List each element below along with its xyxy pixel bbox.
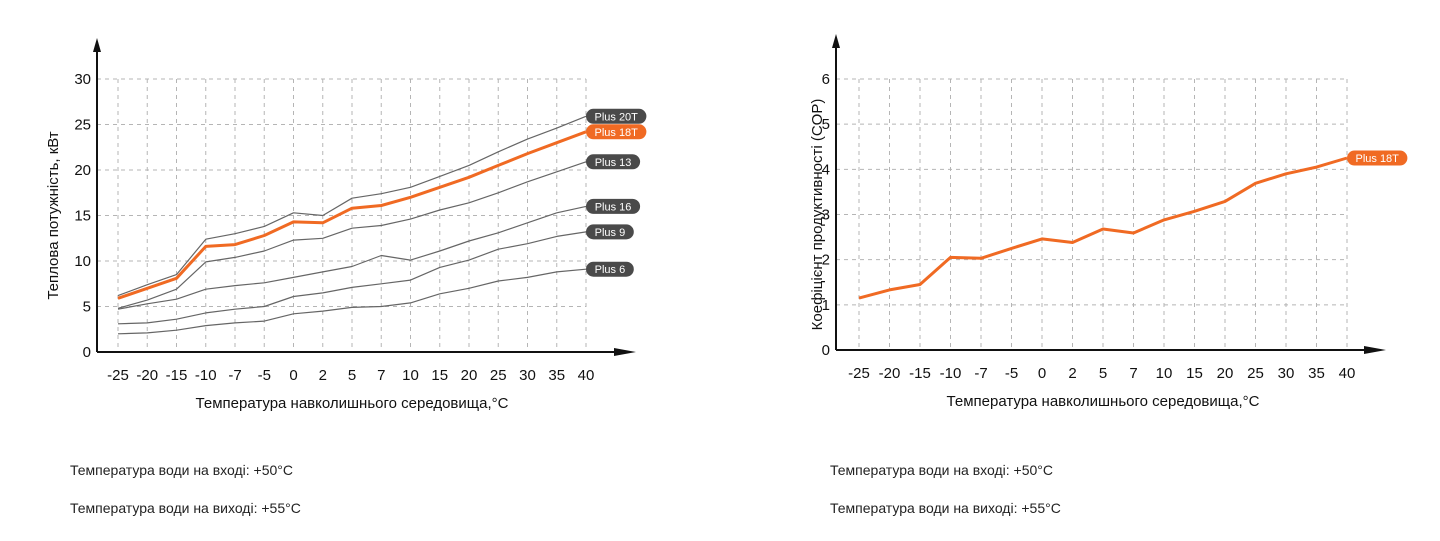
y-tick-label: 2 xyxy=(822,252,830,269)
series-label-bg-plus-6 xyxy=(586,261,634,277)
y-tick-label: 6 xyxy=(822,71,830,88)
y-axis-title: Коефіцієнт продуктивності (COP) xyxy=(809,99,826,331)
x-tick-label: 30 xyxy=(519,367,536,384)
x-tick-label: 10 xyxy=(402,367,419,384)
x-tick-label: -10 xyxy=(195,367,217,384)
cop-chart: 0 1 2 3 4 5 6 -25 -20 -15 -10 -7 -5 0 2 5 7 10 15 20 25 30 35 4… xyxy=(720,0,1440,435)
x-tick-label: -15 xyxy=(909,365,931,382)
x-tick-label: 40 xyxy=(1339,365,1356,382)
series-line-plus-13 xyxy=(117,161,587,309)
x-tick-label: -20 xyxy=(879,365,901,382)
y-axis-title: Теплова потужність, кВт xyxy=(45,131,62,299)
x-tick-label: 5 xyxy=(348,367,356,384)
x-tick-label: 25 xyxy=(1247,365,1264,382)
y-tick-label: 1 xyxy=(822,297,830,314)
x-tick-label: -25 xyxy=(107,367,129,384)
y-tick-label: 25 xyxy=(74,117,91,134)
x-tick-label: 15 xyxy=(431,367,448,384)
x-tick-label: 35 xyxy=(548,367,565,384)
series-line-plus-6 xyxy=(117,268,587,335)
series-line-plus-16 xyxy=(117,205,587,310)
outlet-water-temp-note-right: Температура води на виході: +55°С xyxy=(830,500,1061,516)
x-tick-label: 5 xyxy=(1099,365,1107,382)
series-label-plus-9: Plus 9 xyxy=(595,227,626,239)
series-label-bg-plus-18t xyxy=(586,124,647,140)
y-tick-label: 10 xyxy=(74,253,91,270)
x-axis-arrow xyxy=(614,348,636,356)
series-line-plus-9 xyxy=(117,231,587,325)
x-axis-arrow xyxy=(1364,346,1386,354)
x-tick-label: -7 xyxy=(228,367,241,384)
series-line-plus-18t xyxy=(117,130,587,300)
y-tick-label: 3 xyxy=(822,207,830,224)
x-tick-label: -10 xyxy=(940,365,962,382)
series-label-plus-20t: Plus 20T xyxy=(594,111,638,123)
x-tick-label: 2 xyxy=(1068,365,1076,382)
y-tick-label: 20 xyxy=(74,162,91,179)
series-label-bg-plus-16 xyxy=(586,198,641,214)
y-tick-label: 30 xyxy=(74,71,91,88)
series-line-plus-20t xyxy=(117,115,587,297)
x-tick-label: 25 xyxy=(490,367,507,384)
x-tick-label: 15 xyxy=(1186,365,1203,382)
y-tick-label: 5 xyxy=(822,116,830,133)
x-tick-label: 2 xyxy=(319,367,327,384)
y-tick-label: 0 xyxy=(83,344,91,361)
x-tick-label: 0 xyxy=(1038,365,1046,382)
series-label-bg-plus-13 xyxy=(586,154,641,170)
y-tick-label: 4 xyxy=(822,161,830,178)
x-tick-label: -25 xyxy=(848,365,870,382)
series-label-plus-16: Plus 16 xyxy=(595,201,632,213)
x-tick-label: -20 xyxy=(136,367,158,384)
x-tick-label: -15 xyxy=(166,367,188,384)
x-tick-label: 7 xyxy=(1129,365,1137,382)
series-label-bg-plus-20t xyxy=(586,108,647,124)
y-tick-label: 0 xyxy=(822,342,830,359)
x-tick-label: 35 xyxy=(1308,365,1325,382)
series-label-plus-13: Plus 13 xyxy=(595,157,632,169)
series-label-bg-plus-18t xyxy=(1347,150,1408,166)
x-tick-label: -5 xyxy=(258,367,271,384)
x-tick-label: 30 xyxy=(1278,365,1295,382)
x-tick-label: 10 xyxy=(1156,365,1173,382)
inlet-water-temp-note-left: Температура води на вході: +50°С xyxy=(70,462,294,478)
power-chart: 0 5 10 15 20 25 30 -25 -20 -15 -10 -7 -5 0 2 5 7 10 15 20 25… xyxy=(0,0,720,435)
x-axis-title: Температура навколишнього середовища,°С xyxy=(196,395,509,412)
x-tick-label: 40 xyxy=(578,367,595,384)
series-label-bg-plus-9 xyxy=(586,224,634,240)
outlet-water-temp-note-left: Температура води на виході: +55°С xyxy=(70,500,301,516)
inlet-water-temp-note-right: Температура води на вході: +50°С xyxy=(830,462,1054,478)
y-axis-arrow xyxy=(93,38,101,52)
x-tick-label: 20 xyxy=(461,367,478,384)
series-label-plus-6: Plus 6 xyxy=(595,264,626,276)
x-tick-label: 20 xyxy=(1217,365,1234,382)
y-tick-label: 15 xyxy=(74,208,91,225)
x-axis-title: Температура навколишнього середовища,°С xyxy=(947,393,1260,410)
series-label-plus-18t: Plus 18T xyxy=(594,127,638,139)
y-axis-arrow xyxy=(832,34,840,48)
x-tick-label: -5 xyxy=(1005,365,1018,382)
series-line-plus-18t xyxy=(858,156,1348,300)
x-tick-label: 0 xyxy=(289,367,297,384)
x-tick-label: 7 xyxy=(377,367,385,384)
y-tick-label: 5 xyxy=(83,299,91,316)
series-label-plus-18t: Plus 18T xyxy=(1355,153,1399,165)
x-tick-label: -7 xyxy=(974,365,987,382)
